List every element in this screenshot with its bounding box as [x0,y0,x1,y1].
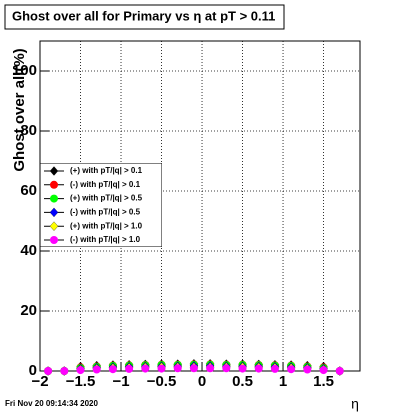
data-point [335,367,344,375]
data-point [206,364,215,373]
legend-label: (+) with pT/|q| > 1.0 [70,221,143,230]
x-tick-label: −1.5 [66,373,96,390]
data-point [303,365,312,374]
x-tick-label: −1 [112,373,129,390]
y-tick-label: 100 [12,62,37,79]
data-point [254,364,263,373]
legend-label: (-) with pT/|q| > 0.1 [70,180,141,189]
data-point [92,365,101,374]
legend-marker [49,207,59,218]
data-point [157,364,166,373]
legend-label: (-) with pT/|q| > 0.5 [70,208,141,217]
title-box [4,4,285,30]
x-tick-label: −0.5 [147,373,177,390]
x-tick-label: 1 [279,373,287,390]
legend-marker [50,194,58,203]
data-point [238,364,247,373]
x-tick-label: −2 [31,373,48,390]
data-point [44,367,53,375]
legend-marker [49,166,59,176]
chart-title: Ghost over all for Primary vs η at pT > … [12,8,275,23]
legend-label: (+) with pT/|q| > 0.5 [70,194,143,203]
y-tick-label: 0 [29,362,37,379]
data-point [319,366,328,375]
y-tick-label: 80 [20,122,37,139]
x-axis-label: η [351,396,359,412]
legend-marker [50,236,58,244]
data-point [141,364,150,373]
y-tick-label: 20 [20,302,37,319]
data-point [60,367,69,375]
data-point [76,366,85,375]
data-point [189,364,198,373]
data-point [173,364,182,373]
x-tick-label: 0.5 [232,373,253,390]
legend-label: (+) with pT/|q| > 0.1 [70,166,143,175]
data-point [125,364,134,373]
legend-label: (-) with pT/|q| > 1.0 [70,235,141,244]
legend: (+) with pT/|q| > 0.1 (-) with pT/|q| > 0… [40,163,162,247]
x-tick-label: 0 [198,373,206,390]
y-axis-label: Ghost over all(%) [11,48,28,171]
legend-box [40,163,162,247]
footer: Fri Nov 20 09:14:34 2020 [5,399,98,408]
y-tick-label: 60 [20,182,37,199]
x-tick-label: 1.5 [313,373,334,390]
data-point [108,365,117,374]
data-point [270,364,279,373]
data-point [287,365,296,374]
data-point [222,364,231,373]
legend-marker [49,221,59,231]
y-tick-label: 40 [20,242,37,259]
legend-marker [50,180,58,189]
